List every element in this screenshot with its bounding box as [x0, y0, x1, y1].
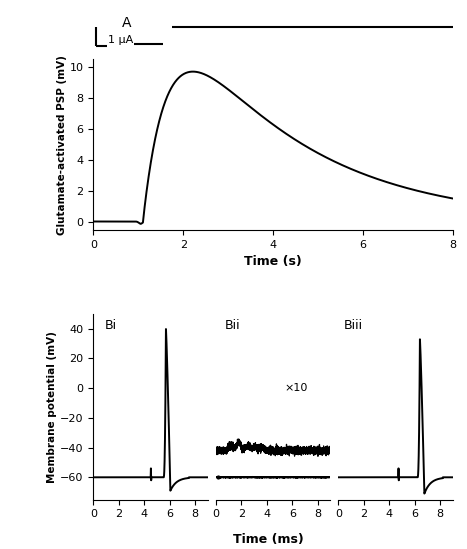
Text: 1 μA: 1 μA: [108, 35, 134, 45]
Y-axis label: Glutamate-activated PSP (mV): Glutamate-activated PSP (mV): [57, 55, 67, 234]
Text: A: A: [122, 16, 132, 31]
Text: Biii: Biii: [344, 320, 363, 333]
Text: ×10: ×10: [285, 383, 308, 393]
Text: Bi: Bi: [105, 320, 117, 333]
Text: Time (ms): Time (ms): [233, 533, 304, 546]
Y-axis label: Membrane potential (mV): Membrane potential (mV): [47, 331, 57, 483]
X-axis label: Time (s): Time (s): [244, 255, 302, 268]
Text: Bii: Bii: [225, 320, 241, 333]
